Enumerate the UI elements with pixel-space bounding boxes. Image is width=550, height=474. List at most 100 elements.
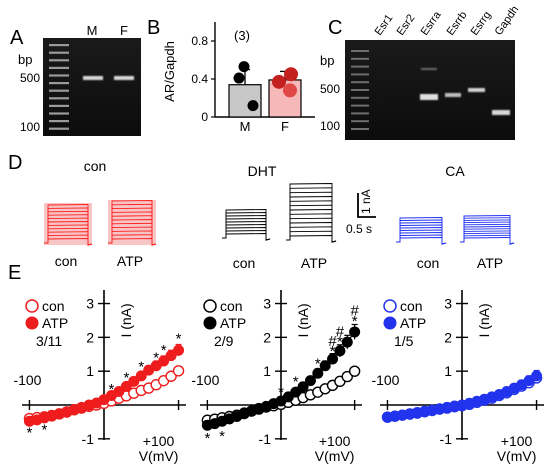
gel-c-tick-500: 500: [320, 82, 340, 96]
scale-bar-current: 1 nA: [359, 189, 373, 214]
trace-sweep: [286, 230, 337, 243]
gel-c-bp-label: bp: [320, 53, 334, 68]
panel-letter-d: D: [8, 152, 22, 174]
gel-c-band-esrra: [420, 94, 438, 100]
trace-sweep: [396, 234, 447, 245]
y-tick-label: 1: [263, 363, 271, 379]
current-traces: [44, 183, 515, 246]
x-axis-label: V(mV): [497, 448, 537, 464]
ladder-band: [351, 89, 369, 91]
significance-mark: #: [350, 303, 359, 320]
trace-sweep: [286, 226, 337, 243]
trace-sweep: [222, 233, 271, 241]
trace-sweep: [222, 224, 271, 241]
trace-sweep: [286, 183, 337, 243]
ladder-band: [49, 66, 69, 69]
y-axis-label: I (nA): [295, 303, 311, 337]
scale-bar-time: 0.5 s: [346, 222, 372, 236]
significance-mark: *: [123, 369, 129, 386]
gel-c-band-gapdh: [492, 110, 510, 115]
gel-a-tick-100: 100: [20, 120, 40, 134]
traces-group3-title: CA: [445, 163, 465, 179]
y-tick-label: 0: [201, 110, 208, 124]
x-tick-label: -100: [371, 372, 399, 388]
trace-family-g1-con: [44, 204, 93, 246]
data-point-filled: [349, 326, 361, 338]
trace-sweep: [44, 204, 93, 246]
data-point-open: [165, 370, 177, 382]
y-tick-label: 3: [263, 296, 271, 312]
y-axis-label: AR/Gapdh: [162, 41, 177, 102]
trace-family-g2-con: [222, 209, 271, 241]
trace-sweep: [460, 232, 515, 245]
gel-a-lane-f: F: [120, 23, 128, 38]
legend-label: con: [42, 298, 65, 314]
traces-g3-label-con: con: [417, 255, 440, 271]
gel-a-tick-500: 500: [20, 71, 40, 85]
traces-g2-label-con: con: [233, 255, 256, 271]
panel-letter-a: A: [10, 27, 24, 49]
gel-c-band-esrrb: [445, 93, 461, 97]
trace-sweep: [286, 222, 337, 243]
ratio-label: 2/9: [214, 333, 234, 349]
trace-sweep: [460, 234, 515, 245]
traces-group1-title: con: [84, 158, 107, 174]
ladder-band: [351, 57, 369, 60]
legend-marker-filled: [203, 316, 217, 330]
trace-sweep: [286, 187, 337, 243]
x-tick-label: F: [281, 119, 289, 134]
ladder-band: [351, 104, 369, 107]
data-point-filled: [297, 381, 309, 393]
legend-label: ATP: [220, 315, 246, 331]
legend-marker-open: [203, 299, 217, 313]
trace-sweep: [108, 200, 157, 246]
ratio-label: 1/5: [394, 333, 414, 349]
trace-sweep: [460, 215, 515, 245]
gel-c-lane-label: Gapdh: [493, 4, 522, 38]
legend-label: ATP: [400, 315, 426, 331]
trace-sweep: [286, 204, 337, 243]
ladder-band: [351, 96, 369, 99]
gel-a: [43, 38, 141, 136]
significance-mark: *: [315, 356, 321, 373]
x-tick-label: +100: [319, 433, 351, 449]
data-point-filled: [327, 353, 339, 365]
x-tick-label: -100: [13, 372, 41, 388]
data-point-filled: [312, 367, 324, 379]
legend-label: con: [220, 298, 243, 314]
y-tick-label: 3: [444, 296, 452, 312]
legend-label: ATP: [42, 315, 68, 331]
ladder-band: [49, 89, 69, 92]
bar: [228, 84, 262, 118]
trace-sweep: [222, 212, 271, 241]
significance-mark: *: [352, 313, 358, 330]
legend-marker-filled: [25, 316, 39, 330]
gel-c-band-esrrg: [468, 88, 485, 92]
ladder-band: [49, 82, 69, 85]
ladder-band: [49, 112, 69, 115]
gel-a-lane-m: M: [87, 23, 98, 38]
x-tick-label: +100: [501, 433, 533, 449]
ladder-band: [351, 81, 369, 84]
significance-mark: #: [328, 333, 337, 350]
data-point-filled: [341, 336, 353, 348]
gel-a-ladder: [49, 44, 69, 130]
trace-sweep: [286, 217, 337, 243]
gel-a-band-f: [114, 76, 134, 80]
n-label: (3): [234, 28, 250, 43]
data-point-filled: [334, 345, 346, 357]
gel-a-bp-label: bp: [18, 52, 32, 67]
legend-marker-open: [383, 299, 397, 313]
trace-sweep: [286, 235, 337, 243]
trace-sweep: [396, 217, 447, 245]
y-tick-label: -1: [82, 431, 95, 447]
ladder-band: [49, 104, 69, 107]
data-point-filled: [304, 375, 316, 387]
gel-a-band-m: [83, 76, 103, 80]
trace-family-g1-atp: [108, 200, 157, 246]
data-point-filled: [319, 360, 331, 372]
gel-c-lane-labels: Esr1 Esr2 Esrra Esrrb Esrrg Gapdh: [373, 4, 522, 38]
